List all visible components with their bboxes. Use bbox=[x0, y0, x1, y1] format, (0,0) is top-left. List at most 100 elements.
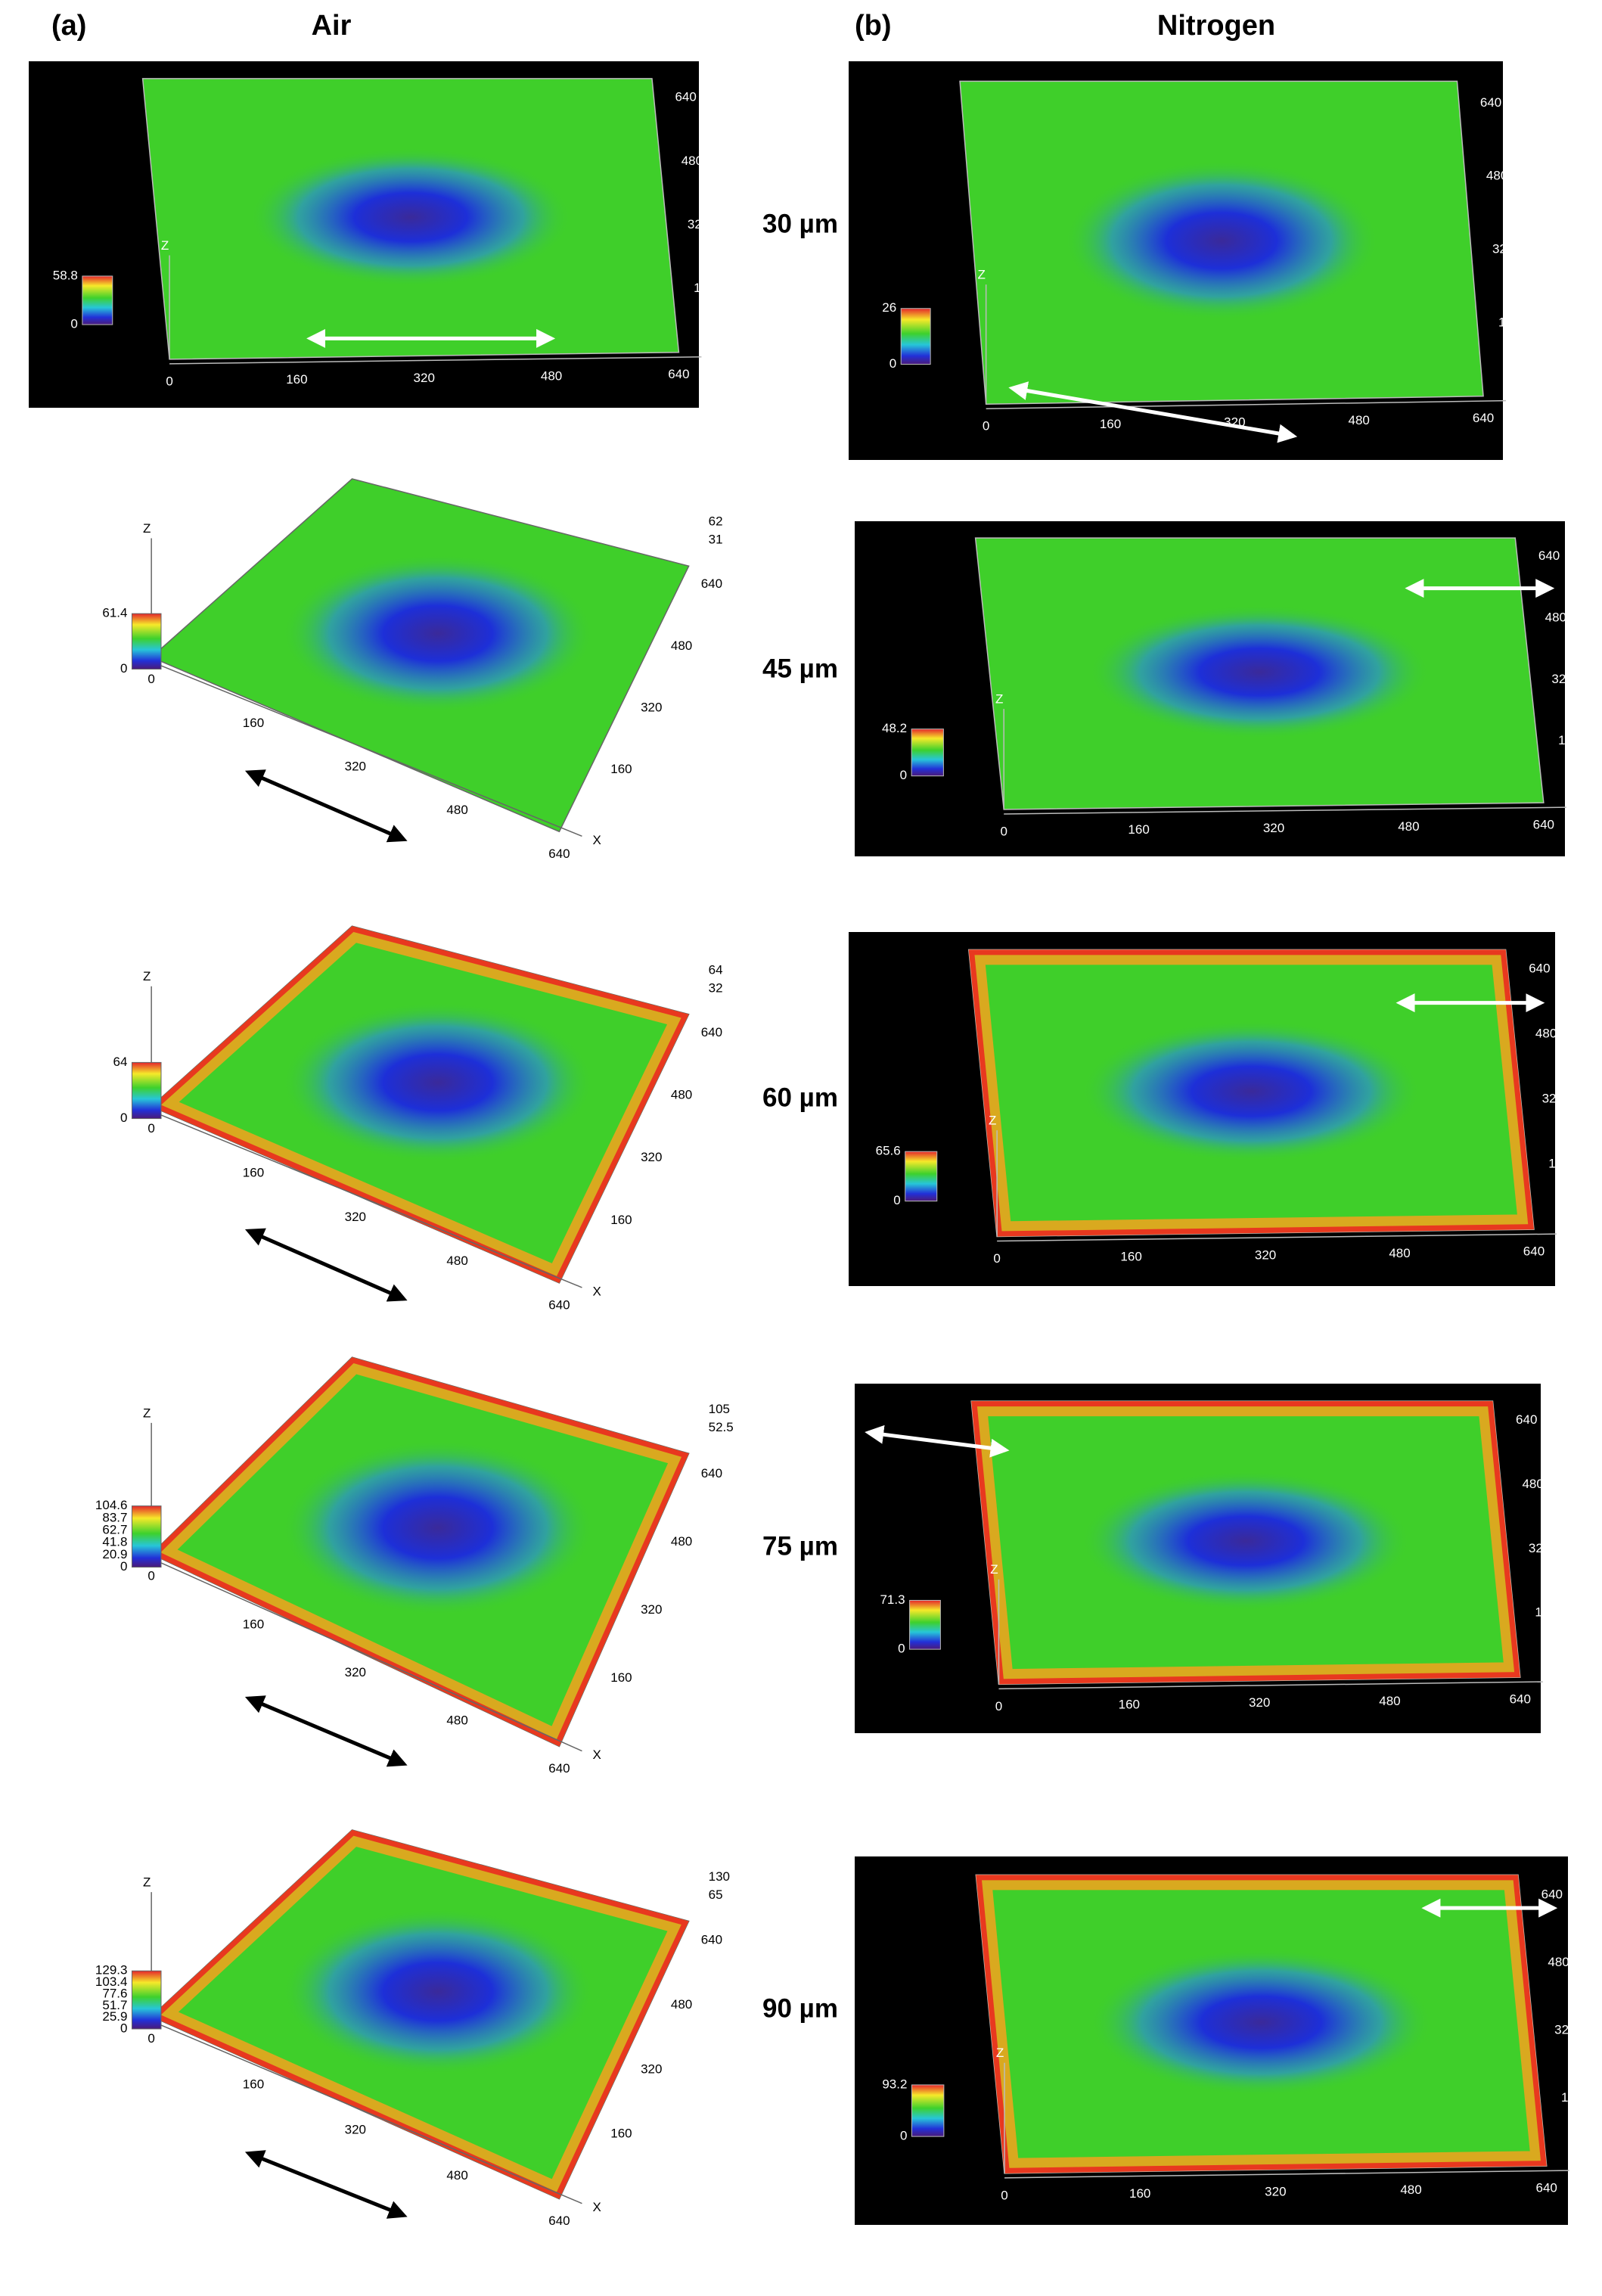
y-tick-label: 480 bbox=[671, 1997, 692, 2012]
y-tick-label: 160 bbox=[694, 281, 715, 295]
x-tick-label: 480 bbox=[1349, 413, 1370, 427]
x-tick-label: 320 bbox=[345, 1210, 366, 1224]
y-tick-label: 640 bbox=[1516, 1412, 1537, 1427]
scale-label: 129.3 bbox=[95, 1963, 128, 1978]
surface-relief bbox=[151, 926, 689, 1283]
direction-arrow bbox=[1008, 381, 1298, 443]
x-axis bbox=[997, 1233, 1557, 1242]
axis-letter: X bbox=[1567, 1231, 1576, 1245]
z-tick-label: 94 bbox=[1538, 1841, 1552, 1856]
y-tick-label: 160 bbox=[1548, 1157, 1569, 1171]
y-tick-label: 640 bbox=[1529, 962, 1550, 976]
pit bbox=[1090, 1948, 1433, 2096]
surface-relief bbox=[1064, 160, 1379, 321]
y-tick-label: 480 bbox=[671, 1534, 692, 1549]
y-tick-label: 480 bbox=[671, 638, 692, 653]
x-tick-label: 0 bbox=[147, 2031, 154, 2046]
x-tick-label: 160 bbox=[1120, 1250, 1141, 1264]
x-tick-label: 640 bbox=[548, 2214, 570, 2228]
scale-label: 0 bbox=[889, 356, 896, 371]
x-tick-label: 480 bbox=[446, 1254, 467, 1268]
y-tick-label: 640 bbox=[701, 576, 722, 591]
pit bbox=[250, 148, 572, 287]
z-tick-label: 59 bbox=[672, 26, 686, 41]
color-scale bbox=[131, 1505, 162, 1568]
y-tick-label: 320 bbox=[1492, 242, 1514, 256]
y-tick-label: 480 bbox=[1486, 169, 1507, 183]
y-tick-label: 640 bbox=[675, 90, 696, 104]
y-tick-label: 320 bbox=[641, 701, 662, 715]
y-tick-label: 320 bbox=[688, 217, 709, 231]
axis-letter: X bbox=[592, 1748, 601, 1762]
z-tick-label: 130 bbox=[709, 1869, 730, 1884]
pit bbox=[282, 554, 594, 713]
depth-label: 30 µm bbox=[762, 209, 838, 238]
x-tick-label: 0 bbox=[1000, 824, 1007, 838]
panel-letter: (b) bbox=[855, 10, 892, 42]
x-axis bbox=[1004, 806, 1566, 815]
x-tick-label: 160 bbox=[243, 1165, 264, 1179]
direction-arrow bbox=[244, 1695, 408, 1767]
y-tick-label: 640 bbox=[1538, 548, 1560, 563]
z-tick-label: 33 bbox=[1526, 916, 1540, 931]
scale-label: 0 bbox=[120, 2021, 127, 2035]
y-tick-label: 320 bbox=[1542, 1092, 1563, 1106]
axis-letter: X bbox=[1517, 397, 1525, 412]
x-tick-label: 160 bbox=[1129, 2186, 1150, 2201]
y-tick-label: 160 bbox=[610, 762, 632, 776]
color-scale bbox=[905, 1151, 938, 1202]
scale-label: 77.6 bbox=[102, 1986, 127, 2000]
x-tick-label: 0 bbox=[995, 1699, 1002, 1713]
axis-letter: X bbox=[592, 2200, 601, 2214]
z-tick-label: 31 bbox=[709, 533, 723, 547]
y-tick-label: 320 bbox=[1551, 672, 1573, 686]
surface-edge bbox=[151, 926, 689, 1283]
surface-relief bbox=[282, 554, 594, 713]
z-tick-label: 13 bbox=[1476, 48, 1491, 62]
depth-label: 75 µm bbox=[762, 1531, 838, 1561]
color-scale bbox=[909, 1599, 941, 1650]
x-axis bbox=[151, 661, 582, 837]
y-tick-label: 160 bbox=[610, 1670, 632, 1685]
x-tick-label: 0 bbox=[1001, 2188, 1007, 2202]
y-tick-label: 640 bbox=[701, 1466, 722, 1480]
y-tick-label: 160 bbox=[610, 2127, 632, 2141]
y-tick-label: 640 bbox=[1480, 95, 1501, 110]
z-tick-label: 66 bbox=[1526, 898, 1540, 912]
x-tick-label: 480 bbox=[446, 2168, 467, 2183]
x-tick-label: 480 bbox=[541, 368, 562, 383]
x-tick-label: 0 bbox=[166, 374, 172, 388]
x-axis bbox=[998, 1681, 1543, 1690]
y-tick-label: 160 bbox=[1535, 1605, 1556, 1620]
x-tick-label: 640 bbox=[1536, 2181, 1557, 2195]
x-tick-label: 320 bbox=[1265, 2184, 1286, 2198]
scale-label: 0 bbox=[900, 2129, 907, 2143]
pit bbox=[282, 1909, 594, 2075]
scale-label: 0 bbox=[893, 1193, 900, 1207]
axis-letter: Z bbox=[996, 2046, 1004, 2060]
y-tick-label: 320 bbox=[641, 2061, 662, 2076]
surface-relief bbox=[1088, 604, 1430, 739]
y-tick-label: 160 bbox=[1558, 733, 1579, 747]
x-tick-label: 320 bbox=[345, 760, 366, 774]
z-tick-label: 65 bbox=[709, 1887, 723, 1902]
scale-label: 93.2 bbox=[882, 2077, 907, 2091]
color-scale bbox=[131, 1061, 162, 1120]
x-tick-label: 320 bbox=[414, 371, 435, 385]
column-title: Nitrogen bbox=[1157, 10, 1275, 42]
x-tick-label: 160 bbox=[243, 2077, 264, 2091]
y-tick-label: 320 bbox=[641, 1150, 662, 1164]
y-tick-label: 480 bbox=[671, 1088, 692, 1102]
x-tick-label: 320 bbox=[1249, 1695, 1270, 1710]
depth-label: 90 µm bbox=[762, 1993, 838, 2023]
x-tick-label: 480 bbox=[446, 803, 467, 817]
z-tick-label: 32 bbox=[709, 980, 723, 995]
y-tick-label: 320 bbox=[641, 1602, 662, 1617]
z-tick-label: 26 bbox=[1476, 30, 1491, 44]
axis-letter: X bbox=[592, 833, 601, 847]
axis-letter: X bbox=[1577, 804, 1585, 819]
color-scale bbox=[911, 2084, 945, 2137]
scale-label: 103.4 bbox=[95, 1974, 128, 1989]
x-axis bbox=[151, 2020, 582, 2204]
